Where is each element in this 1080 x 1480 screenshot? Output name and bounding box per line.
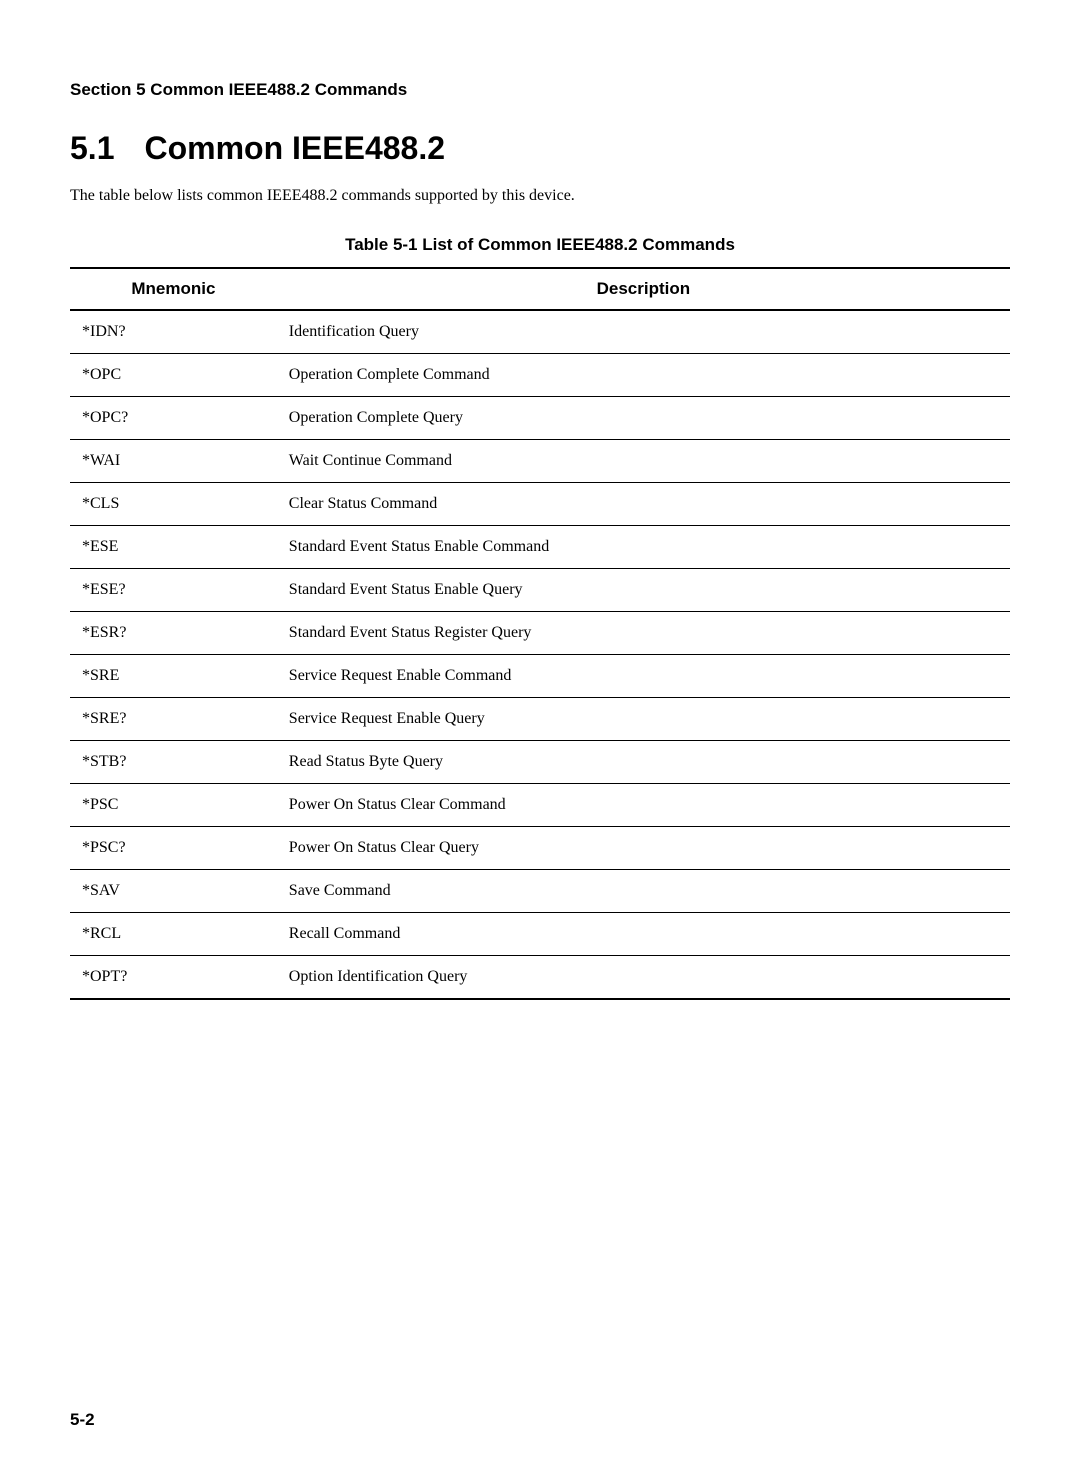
- cell-description: Recall Command: [277, 913, 1010, 956]
- cell-description: Operation Complete Query: [277, 397, 1010, 440]
- cell-mnemonic: *CLS: [70, 483, 277, 526]
- heading-title: Common IEEE488.2: [144, 130, 445, 167]
- table-row: *ESE?Standard Event Status Enable Query: [70, 569, 1010, 612]
- cell-mnemonic: *ESR?: [70, 612, 277, 655]
- cell-mnemonic: *SAV: [70, 870, 277, 913]
- table-row: *STB?Read Status Byte Query: [70, 741, 1010, 784]
- cell-description: Wait Continue Command: [277, 440, 1010, 483]
- cell-mnemonic: *IDN?: [70, 310, 277, 354]
- cell-description: Identification Query: [277, 310, 1010, 354]
- page-number: 5-2: [70, 1410, 95, 1430]
- table-row: *ESEStandard Event Status Enable Command: [70, 526, 1010, 569]
- cell-description: Save Command: [277, 870, 1010, 913]
- table-row: *SRE?Service Request Enable Query: [70, 698, 1010, 741]
- commands-table: Mnemonic Description *IDN?Identification…: [70, 267, 1010, 1000]
- table-row: *PSCPower On Status Clear Command: [70, 784, 1010, 827]
- col-header-description: Description: [277, 268, 1010, 310]
- cell-description: Power On Status Clear Query: [277, 827, 1010, 870]
- cell-mnemonic: *STB?: [70, 741, 277, 784]
- table-row: *CLSClear Status Command: [70, 483, 1010, 526]
- cell-mnemonic: *OPT?: [70, 956, 277, 1000]
- heading-number: 5.1: [70, 130, 114, 167]
- table-row: *OPC?Operation Complete Query: [70, 397, 1010, 440]
- table-row: *PSC?Power On Status Clear Query: [70, 827, 1010, 870]
- table-row: *OPT?Option Identification Query: [70, 956, 1010, 1000]
- cell-mnemonic: *PSC: [70, 784, 277, 827]
- cell-description: Standard Event Status Enable Command: [277, 526, 1010, 569]
- table-row: *ESR?Standard Event Status Register Quer…: [70, 612, 1010, 655]
- cell-description: Standard Event Status Register Query: [277, 612, 1010, 655]
- heading-row: 5.1 Common IEEE488.2: [70, 130, 1010, 167]
- cell-description: Operation Complete Command: [277, 354, 1010, 397]
- cell-mnemonic: *RCL: [70, 913, 277, 956]
- cell-mnemonic: *PSC?: [70, 827, 277, 870]
- cell-description: Read Status Byte Query: [277, 741, 1010, 784]
- cell-description: Service Request Enable Query: [277, 698, 1010, 741]
- cell-mnemonic: *WAI: [70, 440, 277, 483]
- section-header: Section 5 Common IEEE488.2 Commands: [70, 80, 1010, 100]
- cell-description: Option Identification Query: [277, 956, 1010, 1000]
- intro-text: The table below lists common IEEE488.2 c…: [70, 187, 1010, 205]
- cell-mnemonic: *ESE?: [70, 569, 277, 612]
- table-row: *WAIWait Continue Command: [70, 440, 1010, 483]
- table-row: *RCLRecall Command: [70, 913, 1010, 956]
- cell-description: Power On Status Clear Command: [277, 784, 1010, 827]
- cell-mnemonic: *ESE: [70, 526, 277, 569]
- table-header-row: Mnemonic Description: [70, 268, 1010, 310]
- table-row: *SREService Request Enable Command: [70, 655, 1010, 698]
- cell-mnemonic: *OPC?: [70, 397, 277, 440]
- col-header-mnemonic: Mnemonic: [70, 268, 277, 310]
- table-row: *IDN?Identification Query: [70, 310, 1010, 354]
- cell-description: Clear Status Command: [277, 483, 1010, 526]
- table-body: *IDN?Identification Query*OPCOperation C…: [70, 310, 1010, 999]
- cell-mnemonic: *SRE?: [70, 698, 277, 741]
- cell-mnemonic: *SRE: [70, 655, 277, 698]
- table-row: *OPCOperation Complete Command: [70, 354, 1010, 397]
- table-caption: Table 5-1 List of Common IEEE488.2 Comma…: [70, 235, 1010, 255]
- cell-mnemonic: *OPC: [70, 354, 277, 397]
- cell-description: Service Request Enable Command: [277, 655, 1010, 698]
- table-row: *SAVSave Command: [70, 870, 1010, 913]
- cell-description: Standard Event Status Enable Query: [277, 569, 1010, 612]
